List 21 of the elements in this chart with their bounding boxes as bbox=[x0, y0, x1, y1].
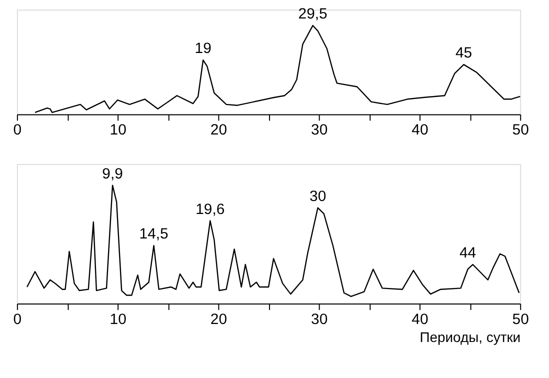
x-tick-label: 30 bbox=[311, 310, 328, 328]
annotation: 30 bbox=[310, 188, 326, 205]
annotation: 19,6 bbox=[196, 200, 225, 218]
x-tick-label: 40 bbox=[412, 310, 428, 328]
annotation: 44 bbox=[459, 244, 476, 262]
x-tick-label: 20 bbox=[210, 122, 228, 139]
x-tick-label: 30 bbox=[311, 122, 328, 139]
x-tick-label: 50 bbox=[512, 122, 529, 139]
annotation: 19 bbox=[194, 40, 212, 58]
x-tick-label: 50 bbox=[512, 310, 529, 328]
x-tick-label: 20 bbox=[210, 310, 228, 328]
x-tick-label: 10 bbox=[110, 310, 126, 328]
x-tick-label: 0 bbox=[13, 310, 22, 328]
x-axis-title: Периоды, сутки bbox=[420, 328, 521, 345]
annotation: 45 bbox=[455, 44, 472, 62]
x-tick-label: 0 bbox=[13, 122, 22, 139]
annotation: 29,5 bbox=[298, 6, 328, 23]
x-tick-label: 40 bbox=[412, 122, 428, 139]
x-tick-label: 10 bbox=[110, 122, 126, 139]
annotation: 9,9 bbox=[102, 165, 123, 182]
annotation: 14,5 bbox=[139, 226, 168, 243]
